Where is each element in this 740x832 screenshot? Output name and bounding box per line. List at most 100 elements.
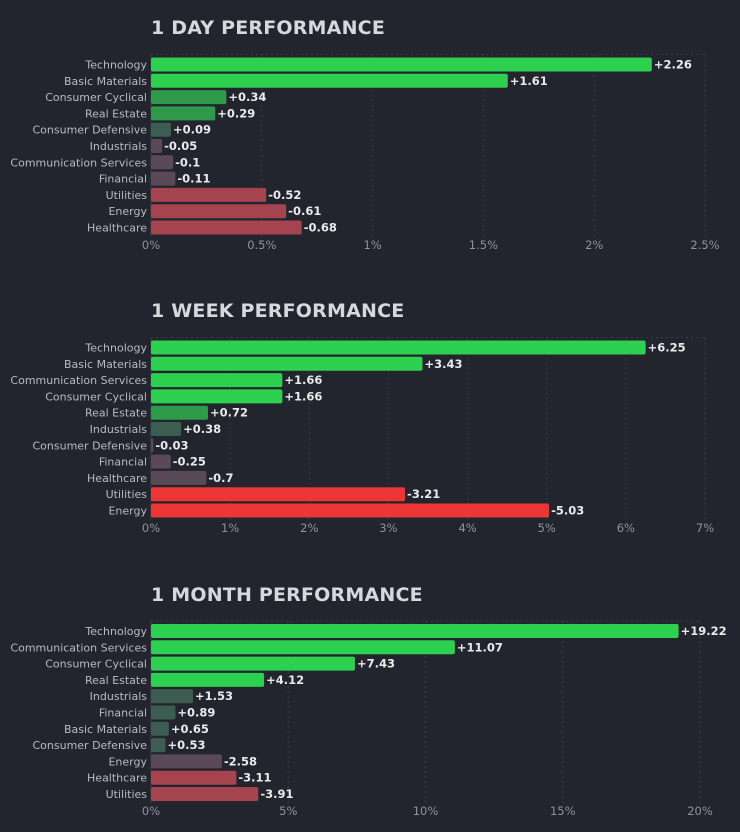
- bar-healthcare: [151, 470, 207, 485]
- x-tick-label: 15%: [550, 804, 576, 818]
- x-tick-label: 2.5%: [690, 238, 719, 252]
- value-label: -0.61: [288, 204, 321, 218]
- category-label: Communication Services: [10, 374, 147, 387]
- x-tick-label: 0%: [142, 804, 160, 818]
- category-label: Financial: [99, 173, 147, 186]
- value-label: +19.22: [681, 624, 727, 638]
- category-label: Healthcare: [87, 472, 147, 485]
- value-label: +7.43: [357, 657, 395, 671]
- category-label: Communication Services: [10, 156, 147, 169]
- bar-basic-materials: [151, 721, 169, 736]
- category-label: Real Estate: [85, 107, 147, 120]
- category-label: Technology: [84, 342, 147, 355]
- category-label: Consumer Cyclical: [45, 658, 147, 671]
- value-label: -0.03: [155, 438, 188, 452]
- bar-basic-materials: [151, 73, 508, 88]
- value-label: +0.34: [228, 90, 266, 104]
- x-tick-label: 1.5%: [469, 238, 498, 252]
- x-tick-label: 2%: [585, 238, 603, 252]
- category-label: Technology: [84, 59, 147, 72]
- value-label: +0.72: [210, 406, 248, 420]
- x-tick-label: 6%: [617, 521, 635, 535]
- category-label: Communication Services: [10, 641, 147, 654]
- chart-title: 1 DAY PERFORMANCE: [151, 17, 385, 39]
- bar-financial: [151, 454, 171, 469]
- bar-communication-services: [151, 373, 283, 388]
- bar-basic-materials: [151, 356, 423, 371]
- value-label: -0.11: [177, 172, 210, 186]
- bar-utilities: [151, 187, 267, 202]
- x-tick-label: 5%: [538, 521, 556, 535]
- bar-real-estate: [151, 672, 265, 687]
- category-label: Real Estate: [85, 407, 147, 420]
- x-tick-label: 7%: [696, 521, 714, 535]
- value-label: +3.43: [424, 357, 462, 371]
- value-label: +1.53: [195, 689, 233, 703]
- x-tick-label: 5%: [279, 804, 297, 818]
- category-label: Industrials: [90, 140, 148, 153]
- category-label: Real Estate: [85, 674, 147, 687]
- category-label: Financial: [99, 456, 147, 469]
- category-label: Utilities: [106, 788, 148, 801]
- value-label: +4.12: [266, 673, 304, 687]
- value-label: +1.66: [284, 389, 322, 403]
- value-label: -0.25: [173, 455, 206, 469]
- value-label: +0.38: [183, 422, 221, 436]
- value-label: -2.58: [224, 754, 257, 768]
- bar-industrials: [151, 689, 193, 704]
- value-label: +6.25: [648, 341, 686, 355]
- value-label: +0.09: [173, 123, 211, 137]
- value-label: -0.7: [208, 471, 233, 485]
- value-label: +0.89: [177, 706, 215, 720]
- bar-consumer-defensive: [151, 122, 171, 137]
- category-label: Industrials: [90, 690, 148, 703]
- category-label: Consumer Defensive: [32, 739, 147, 752]
- category-label: Financial: [99, 707, 147, 720]
- value-label: -3.21: [407, 487, 440, 501]
- value-label: -5.03: [551, 504, 584, 518]
- bar-communication-services: [151, 640, 455, 655]
- category-label: Industrials: [90, 423, 148, 436]
- category-label: Energy: [108, 205, 147, 218]
- value-label: -0.1: [175, 155, 200, 169]
- x-tick-label: 3%: [379, 521, 397, 535]
- bar-technology: [151, 340, 646, 355]
- bar-consumer-defensive: [151, 438, 154, 453]
- bar-consumer-cyclical: [151, 656, 355, 671]
- category-label: Basic Materials: [64, 358, 147, 371]
- value-label: +1.61: [510, 74, 548, 88]
- bar-industrials: [151, 422, 182, 436]
- bar-technology: [151, 624, 679, 638]
- bar-healthcare: [151, 220, 302, 235]
- category-label: Healthcare: [87, 772, 147, 785]
- category-label: Consumer Defensive: [32, 439, 147, 452]
- bar-energy: [151, 754, 222, 769]
- x-tick-label: 0.5%: [247, 238, 276, 252]
- bar-communication-services: [151, 155, 174, 170]
- value-label: -0.05: [164, 139, 197, 153]
- x-tick-label: 2%: [300, 521, 318, 535]
- bar-healthcare: [151, 770, 237, 785]
- category-label: Consumer Cyclical: [45, 390, 147, 403]
- bar-energy: [151, 503, 550, 518]
- category-label: Energy: [108, 505, 147, 518]
- bar-technology: [151, 57, 652, 72]
- category-label: Energy: [108, 755, 147, 768]
- x-tick-label: 1%: [221, 521, 239, 535]
- value-label: +1.66: [284, 373, 322, 387]
- category-label: Basic Materials: [64, 723, 147, 736]
- value-label: +2.26: [654, 58, 692, 72]
- x-tick-label: 0%: [142, 238, 160, 252]
- value-label: -3.11: [238, 771, 271, 785]
- x-tick-label: 1%: [363, 238, 381, 252]
- bar-real-estate: [151, 405, 208, 420]
- bar-energy: [151, 204, 287, 219]
- value-label: +0.29: [217, 106, 255, 120]
- bar-utilities: [151, 487, 406, 502]
- x-tick-label: 0%: [142, 521, 160, 535]
- chart-title: 1 MONTH PERFORMANCE: [151, 584, 423, 606]
- value-label: +0.65: [171, 722, 209, 736]
- category-label: Healthcare: [87, 222, 147, 235]
